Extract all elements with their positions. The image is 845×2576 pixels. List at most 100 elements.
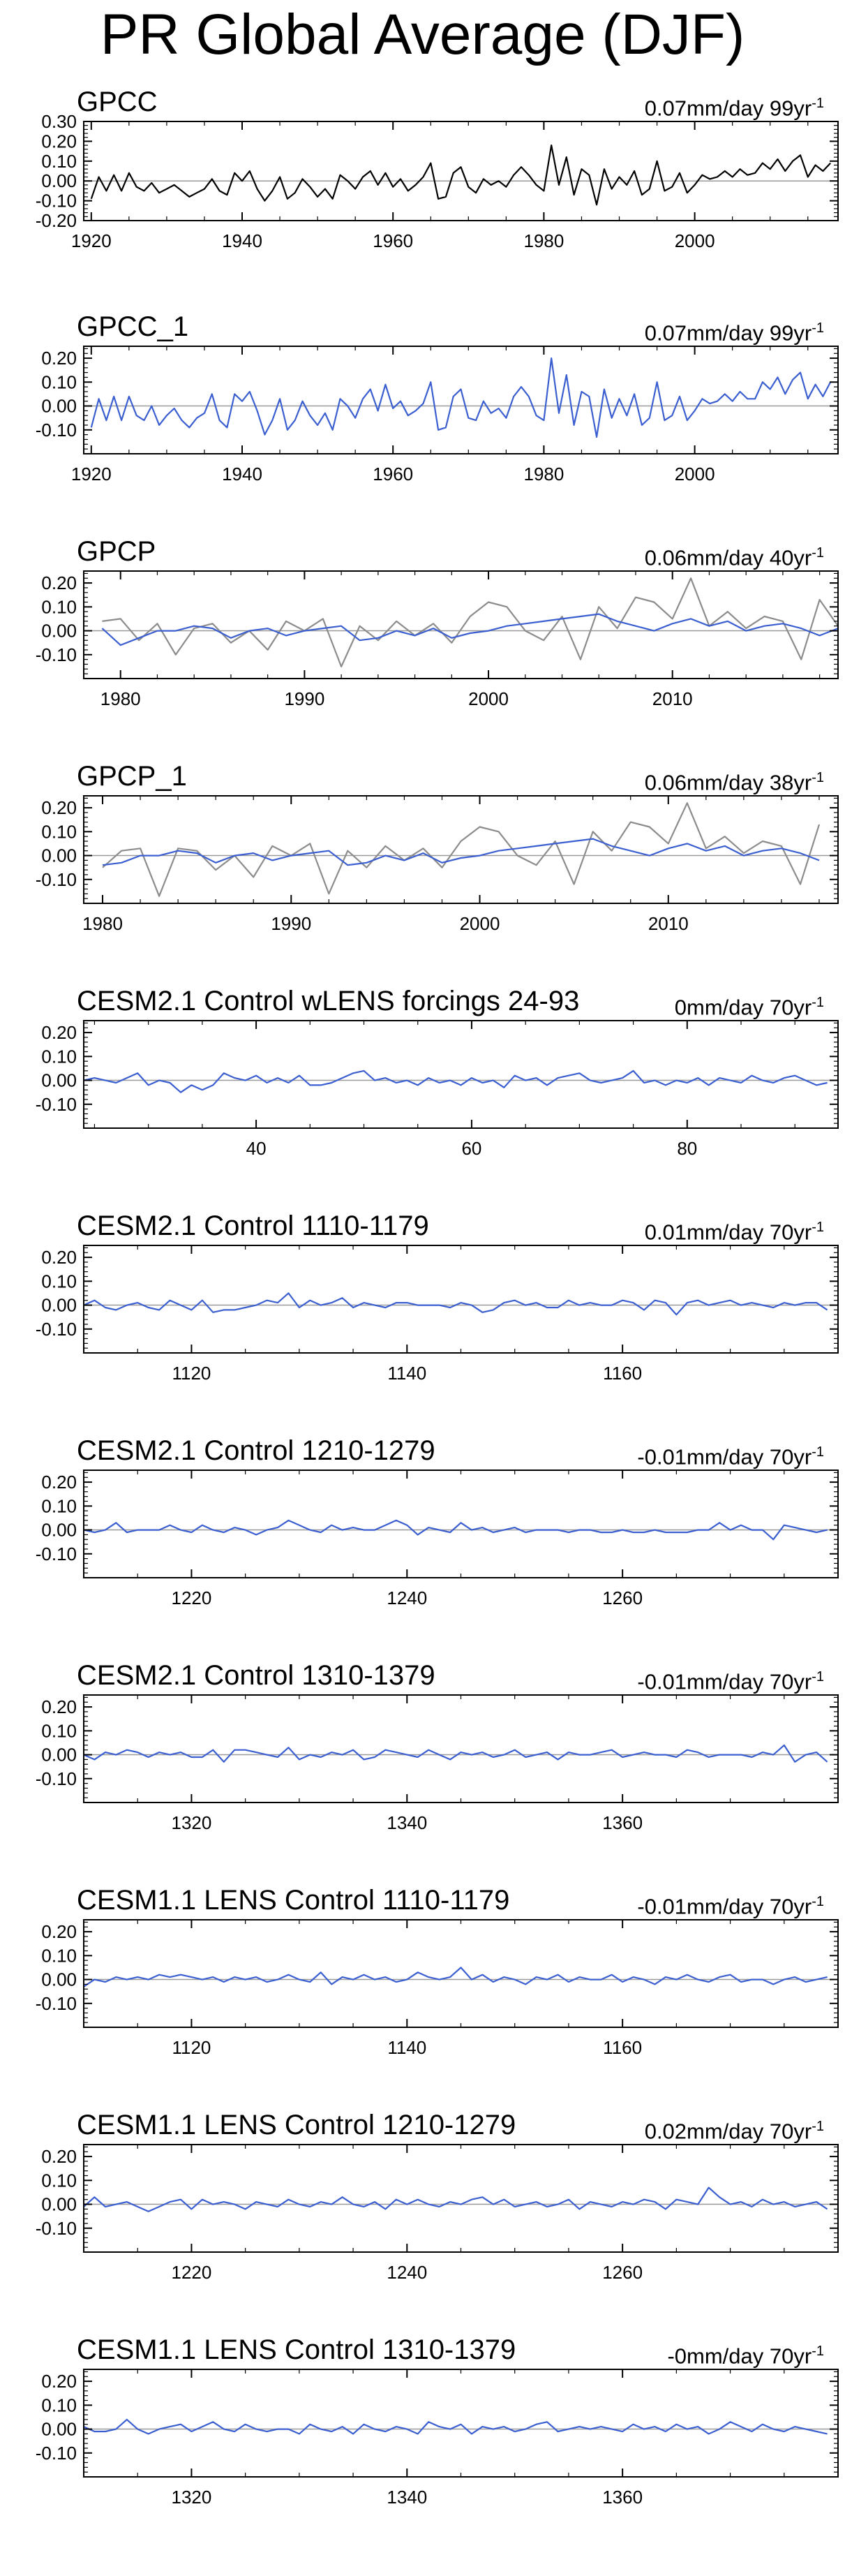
- chart-panel: GPCC 0.07mm/day 99yr-1 -0.20 -0.10 0.00 0.10 0…: [0, 81, 845, 306]
- chart-panel: CESM2.1 Control wLENS forcings 24-93 0mm/…: [0, 980, 845, 1205]
- chart-title: CESM1.1 LENS Control 1210-1279: [77, 2110, 516, 2140]
- series-line: [90, 144, 831, 206]
- x-tick-label: 1120: [172, 2037, 211, 2058]
- chart-title: GPCP: [77, 536, 156, 567]
- trend-exponent: -1: [812, 995, 824, 1010]
- x-tick-label: 1240: [387, 1587, 427, 1608]
- trend-exponent: -1: [812, 2119, 824, 2134]
- x-tick-label: 1340: [387, 2487, 427, 2508]
- y-tick-label: -0.20: [36, 210, 77, 231]
- y-tick-label: -0.10: [36, 1319, 77, 1340]
- chart-title: GPCP_1: [77, 761, 187, 792]
- y-tick-label: 0.00: [41, 1520, 77, 1541]
- x-tick-label: 1360: [602, 2487, 643, 2508]
- x-tick-label: 1960: [373, 464, 413, 484]
- y-tick-label: 0.20: [41, 348, 77, 369]
- y-tick-label: -0.10: [36, 644, 77, 665]
- x-tick-label: 1260: [602, 2262, 643, 2283]
- series-line: [102, 838, 820, 866]
- trend-exponent: -1: [812, 2344, 824, 2359]
- chart-panel: GPCP_1 0.06mm/day 38yr-1 -0.10 0.00 0.10 0.20…: [0, 755, 845, 980]
- trend-value: -0.01mm/day 70yr: [637, 1669, 812, 1694]
- x-tick-label: 1990: [271, 913, 311, 934]
- y-tick-label: 0.20: [41, 1696, 77, 1717]
- trend-value: 0.01mm/day 70yr: [644, 1220, 812, 1245]
- chart-plot: -0.10 0.00 0.100.20 1920 1940 1960 1980 2000: [36, 346, 839, 484]
- y-tick-label: 0.00: [41, 170, 77, 191]
- y-tick-label: 0.00: [41, 396, 77, 417]
- chart-plot: -0.100.00 0.10 0.20 1980 1990 2000 2010: [36, 570, 839, 709]
- x-tick-label: 1220: [172, 2262, 212, 2283]
- chart-panel: CESM2.1 Control 1310-1379 -0.01mm/day 70y…: [0, 1655, 845, 1879]
- x-tick-label: 2000: [675, 230, 715, 251]
- y-tick-label: 0.20: [41, 572, 77, 593]
- plot-frame: [83, 795, 839, 904]
- plot-frame: [83, 570, 839, 679]
- y-tick-label: 0.20: [41, 1022, 77, 1043]
- y-tick-label: 0.10: [41, 596, 77, 617]
- y-tick-label: -0.10: [36, 869, 77, 890]
- x-tick-label: 1920: [71, 464, 112, 484]
- plot-frame: [83, 1245, 839, 1354]
- y-tick-label: 0.00: [41, 2419, 77, 2440]
- trend-label: -0mm/day 70yr-1: [667, 2339, 824, 2369]
- y-tick-label: 0.20: [41, 131, 77, 151]
- x-tick-label: 1940: [222, 230, 262, 251]
- x-tick-label: 2000: [675, 464, 715, 484]
- y-tick-label: -0.10: [36, 1544, 77, 1564]
- trend-value: -0.01mm/day 70yr: [637, 1894, 812, 1919]
- y-tick-label: -0.10: [36, 2443, 77, 2464]
- chart-plot: -0.10 0.00 0.10 0.20 40 60 80: [36, 1020, 839, 1159]
- trend-value: 0.06mm/day 40yr: [644, 545, 812, 570]
- chart-plot: -0.20-0.100.000.100.200.30 1920 1940 1960 19…: [36, 111, 839, 251]
- trend-exponent: -1: [812, 1444, 824, 1460]
- y-tick-label: 0.10: [41, 1046, 77, 1067]
- chart-plot: -0.10 0.00 0.10 0.20 1120 1140 1160: [36, 1245, 839, 1384]
- y-tick-label: 0.20: [41, 1921, 77, 1942]
- trend-label: 0.07mm/day 99yr-1: [645, 91, 824, 121]
- y-tick-label: 0.00: [41, 2194, 77, 2215]
- x-tick-label: 1320: [172, 2487, 212, 2508]
- x-tick-label: 60: [461, 1138, 481, 1159]
- series-line: [83, 1967, 828, 1987]
- plot-frame: [83, 1694, 839, 1803]
- trend-label: 0.02mm/day 70yr-1: [645, 2114, 824, 2144]
- x-tick-label: 2000: [460, 913, 500, 934]
- plot-frame: [83, 2144, 839, 2253]
- trend-exponent: -1: [812, 1894, 824, 1909]
- y-tick-label: 0.10: [41, 371, 77, 392]
- trend-label: 0.07mm/day 99yr-1: [645, 316, 824, 346]
- x-tick-label: 1980: [100, 688, 141, 709]
- x-tick-label: 1320: [172, 1812, 212, 1833]
- trend-value: 0.07mm/day 99yr: [644, 320, 812, 346]
- y-tick-label: -0.10: [36, 2218, 77, 2239]
- plot-frame: [83, 1919, 839, 2028]
- plot-frame: [83, 1020, 839, 1129]
- chart-title: GPCC: [77, 87, 158, 117]
- trend-value: 0.02mm/day 70yr: [644, 2119, 812, 2144]
- chart-plot: -0.10 0.00 0.100.20 1220 1240 1260: [36, 1470, 839, 1608]
- chart-panel: CESM2.1 Control 1210-1279 -0.01mm/day 70y…: [0, 1430, 845, 1655]
- series-line: [101, 613, 839, 646]
- chart-title: GPCC_1: [77, 311, 189, 342]
- x-tick-label: 1140: [387, 1363, 426, 1384]
- x-tick-label: 1160: [603, 2037, 642, 2058]
- series-line: [83, 1069, 828, 1093]
- series-line: [83, 1519, 828, 1541]
- trend-value: 0.07mm/day 99yr: [644, 96, 812, 121]
- y-tick-label: 0.10: [41, 1495, 77, 1516]
- x-tick-label: 1940: [222, 464, 262, 484]
- plot-frame: [83, 121, 839, 221]
- y-tick-label: 0.10: [41, 1271, 77, 1291]
- y-tick-label: 0.10: [41, 151, 77, 172]
- trend-exponent: -1: [812, 96, 824, 111]
- y-tick-label: 0.20: [41, 1247, 77, 1268]
- chart-title: CESM2.1 Control 1310-1379: [77, 1660, 435, 1691]
- chart-title: CESM2.1 Control 1110-1179: [77, 1211, 429, 1241]
- chart-title: CESM1.1 LENS Control 1310-1379: [77, 2334, 516, 2365]
- y-tick-label: 0.10: [41, 821, 77, 842]
- x-tick-label: 1920: [71, 230, 112, 251]
- trend-label: 0.06mm/day 38yr-1: [645, 765, 824, 795]
